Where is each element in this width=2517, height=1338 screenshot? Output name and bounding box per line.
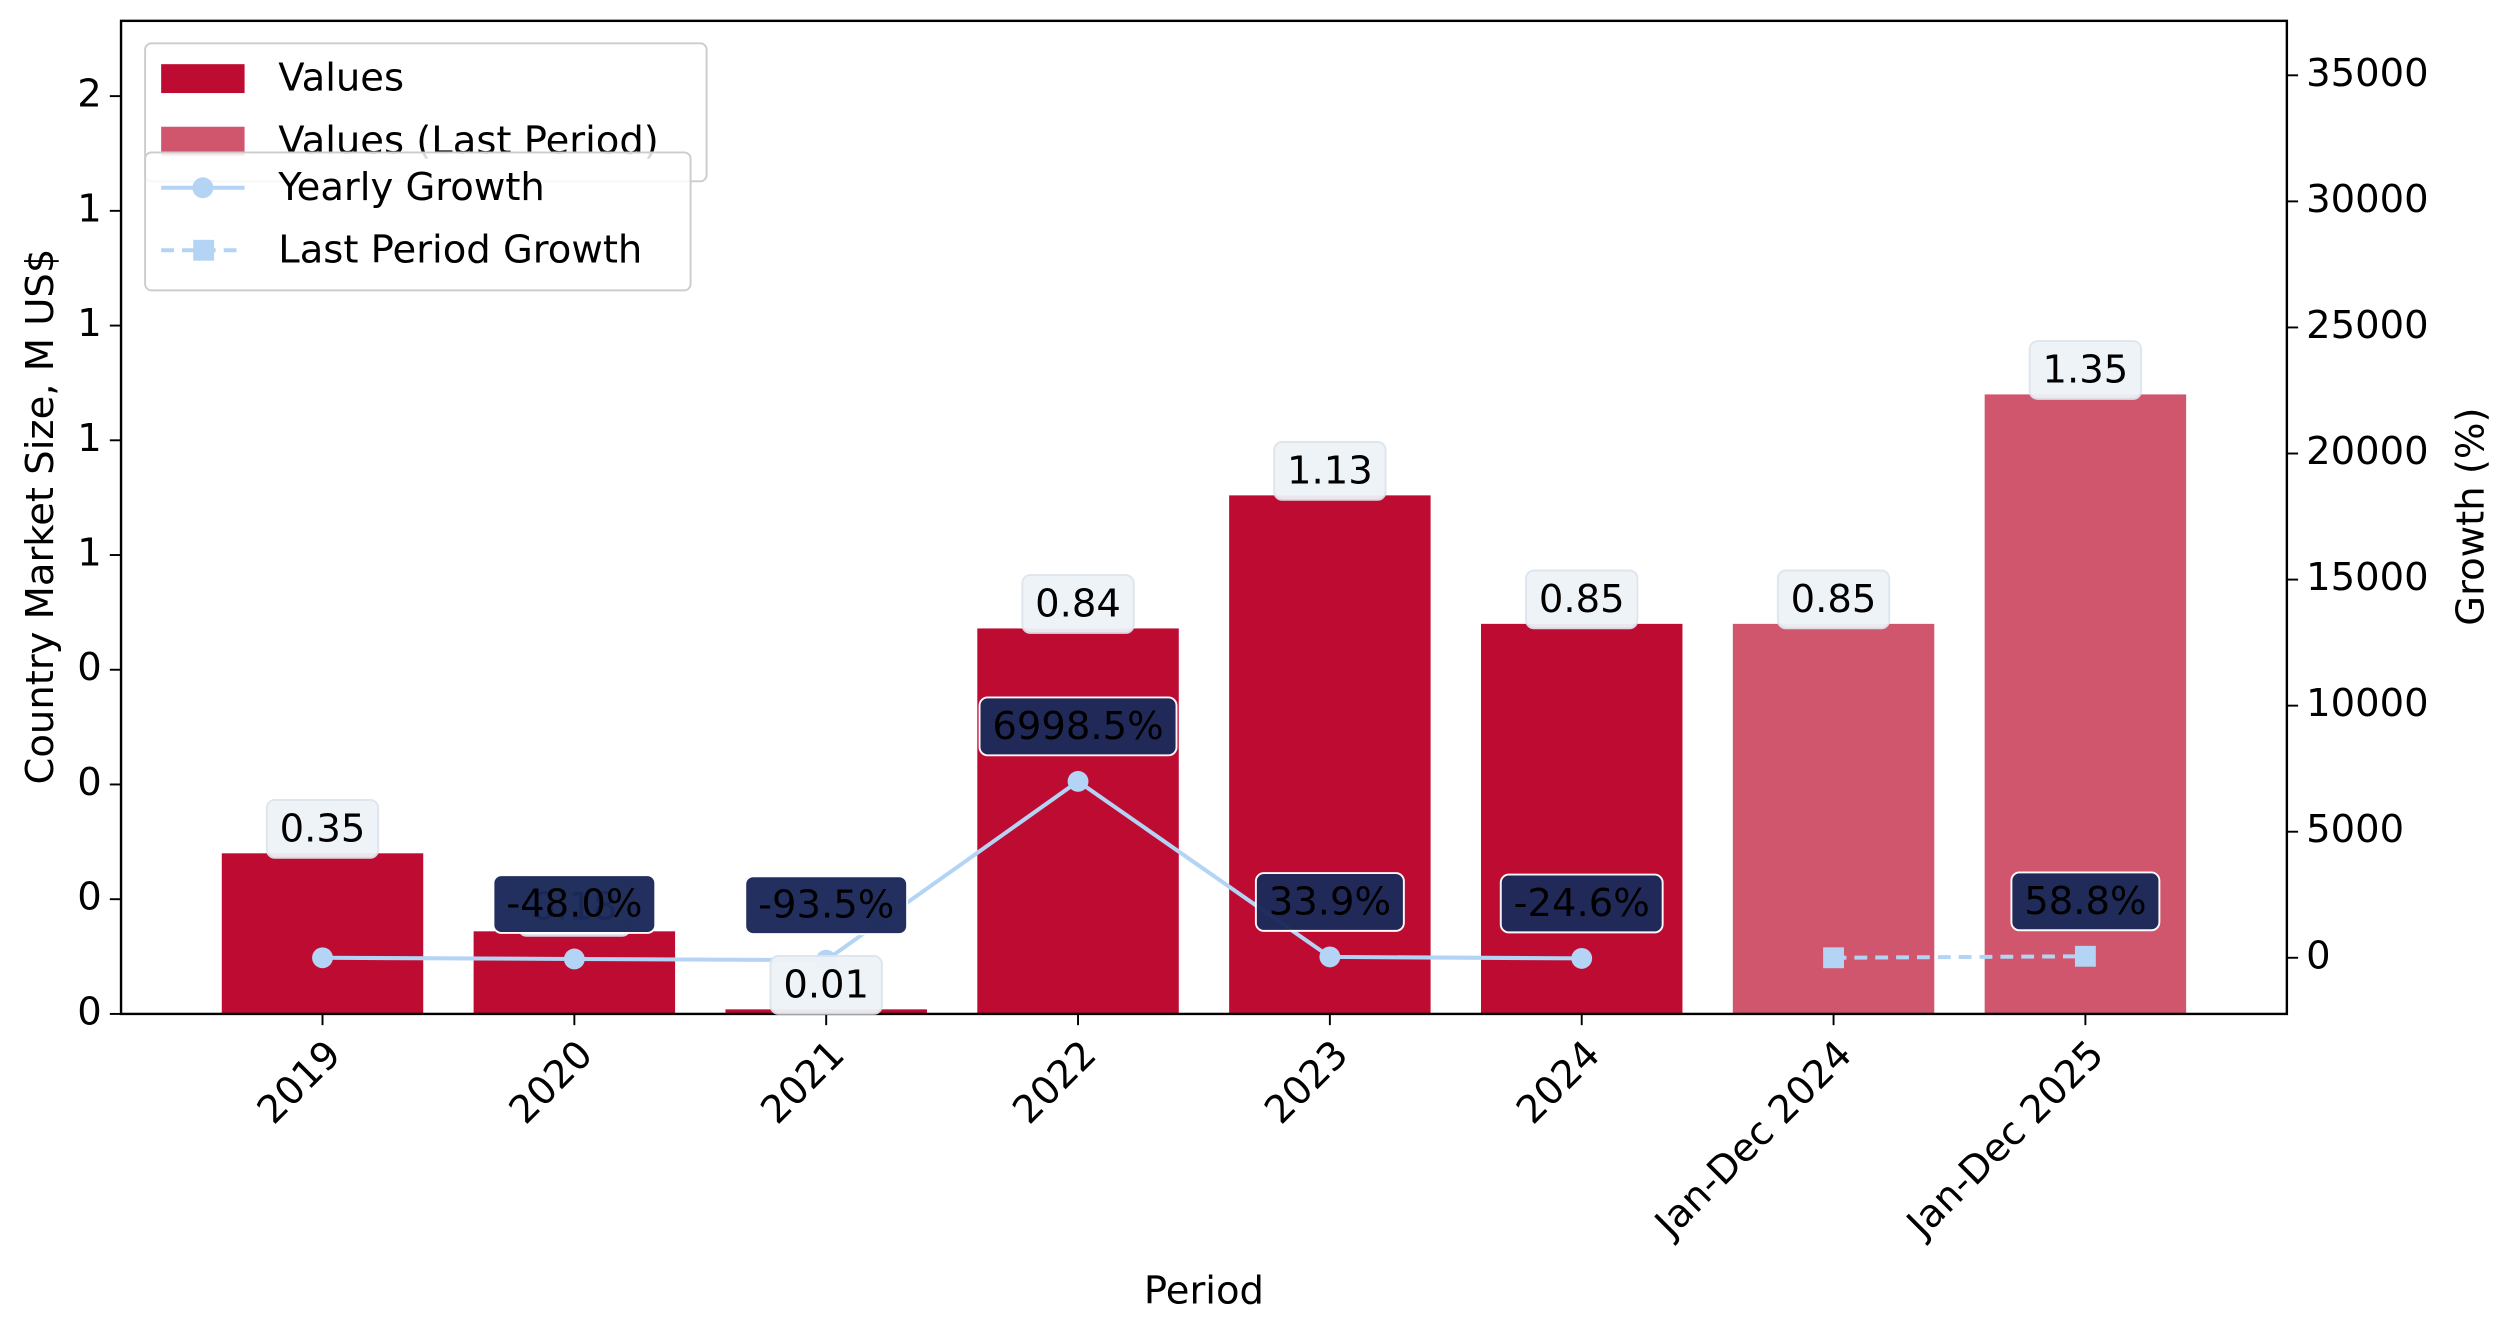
data-label-box — [769, 954, 883, 1015]
data-label-box — [1273, 441, 1387, 501]
marker — [1067, 770, 1089, 792]
x-tick-label: 2021 — [752, 1032, 853, 1133]
data-label-box — [1021, 574, 1135, 634]
data-label-text: 0.01 — [783, 962, 869, 1007]
y-tick-label: 1 — [77, 301, 102, 346]
bar — [977, 628, 1179, 1014]
y-tick-label: 0 — [77, 989, 102, 1034]
legend-box — [144, 151, 692, 292]
marker — [1823, 947, 1844, 969]
data-label-text: 0.84 — [1035, 581, 1121, 626]
data-label: -24.6% — [1499, 873, 1664, 934]
legend-label: Yearly Growth — [277, 165, 545, 210]
data-label-box — [1499, 873, 1664, 934]
y-tick-label: 1 — [77, 531, 102, 576]
y-tick-label: 0 — [77, 645, 102, 690]
data-label-box — [744, 875, 909, 936]
y-tick-label: 0 — [77, 875, 102, 920]
legend-swatch — [161, 126, 245, 156]
data-label: 0.84 — [1021, 574, 1135, 634]
data-label: 1.35 — [2028, 340, 2143, 400]
legend-label: Values — [278, 56, 404, 101]
data-label-text: 58.8% — [2024, 879, 2146, 924]
data-label-text: -48.0% — [506, 882, 642, 927]
data-label-text: 6998.5% — [992, 704, 1163, 749]
x-tick-label: 2020 — [501, 1032, 602, 1133]
data-label-text: 1.13 — [1287, 448, 1373, 493]
marker — [312, 947, 333, 969]
data-label: 58.8% — [2010, 871, 2161, 932]
data-label: 1.13 — [1273, 441, 1387, 501]
data-label-box — [2010, 871, 2161, 932]
data-label-box — [492, 874, 657, 934]
y2-tick-label: 0 — [2306, 933, 2331, 978]
legend-marker — [193, 239, 215, 261]
bar — [221, 853, 424, 1014]
y-axis-label: Country Market Size, M US$ — [18, 249, 63, 785]
y2-tick-label: 5000 — [2306, 807, 2404, 852]
x-tick-label: Jan-Dec 2024 — [1645, 1032, 1861, 1248]
data-label-text: -93.5% — [758, 883, 894, 928]
data-label: -93.5% — [744, 875, 909, 936]
y-tick-label: 1 — [77, 186, 102, 231]
y-tick-label: 0 — [77, 760, 102, 805]
data-label-box — [1525, 569, 1639, 630]
data-label: 0.35 — [265, 798, 380, 859]
y2-tick-label: 10000 — [2306, 681, 2428, 726]
y2-tick-label: 30000 — [2306, 177, 2428, 222]
data-label-box — [978, 696, 1178, 757]
y-tick-label: 2 — [77, 72, 102, 117]
y-tick-label: 1 — [77, 416, 102, 461]
marker — [2074, 945, 2096, 967]
y2-tick-label: 25000 — [2306, 303, 2428, 348]
legend-marker — [192, 177, 214, 199]
marker — [1571, 947, 1593, 969]
line — [322, 778, 1582, 963]
x-tick-label: 2022 — [1004, 1032, 1105, 1133]
data-label: 0.85 — [1525, 569, 1639, 630]
x-axis-label: Period — [1144, 1269, 1264, 1314]
legend-swatch — [161, 64, 245, 94]
data-label: 6998.5% — [978, 696, 1178, 757]
data-label-box — [265, 798, 380, 859]
line — [1833, 954, 2086, 960]
data-label: -48.0% — [492, 874, 657, 934]
data-label: 0.85 — [1776, 569, 1891, 630]
legend-label: Last Period Growth — [278, 227, 642, 272]
data-label-text: 1.35 — [2043, 347, 2129, 392]
bar — [473, 931, 676, 1014]
data-label: 33.9% — [1254, 872, 1405, 932]
x-tick-label: 2024 — [1508, 1032, 1609, 1133]
data-label-box — [1776, 569, 1891, 630]
data-label-text: 33.9% — [1269, 879, 1391, 924]
data-label-box — [2028, 340, 2143, 400]
marker — [563, 948, 585, 970]
data-label-text: -24.6% — [1514, 881, 1650, 926]
y2-tick-label: 20000 — [2306, 429, 2428, 474]
data-label: 0.01 — [769, 954, 883, 1015]
bar — [1229, 495, 1431, 1014]
y2-tick-label: 15000 — [2306, 555, 2428, 600]
marker — [1319, 946, 1341, 968]
plot-frame — [119, 19, 2289, 1016]
y2-tick-label: 35000 — [2306, 51, 2428, 96]
data-label-box — [1254, 872, 1405, 932]
x-tick-label: 2023 — [1256, 1032, 1357, 1133]
data-label-text: 0.85 — [1539, 577, 1625, 622]
data-label-text: 0.35 — [280, 806, 366, 851]
x-tick-label: 2019 — [249, 1032, 350, 1133]
x-tick-label: Jan-Dec 2025 — [1897, 1032, 2113, 1248]
y2-axis-label: Growth (%) — [2448, 407, 2493, 625]
data-label-text: 0.85 — [1791, 577, 1877, 622]
